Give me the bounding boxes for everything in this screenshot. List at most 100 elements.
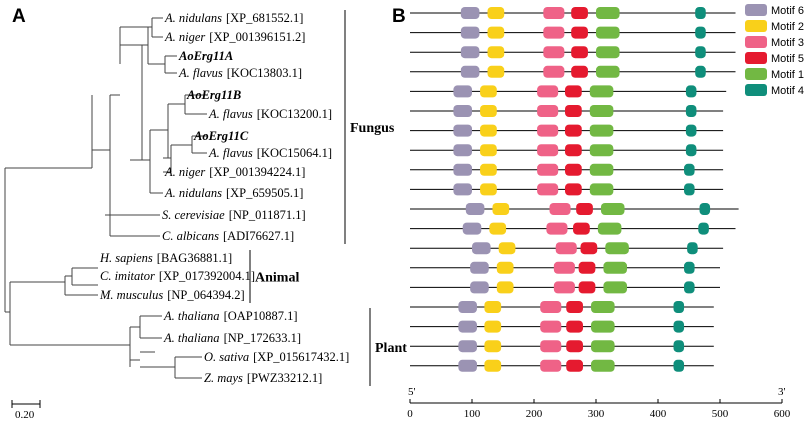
accession-id: [BAG36881.1] [157,251,232,265]
motif-1-box [596,26,620,39]
motif-2-box [498,242,516,255]
motif-4-box [673,359,685,372]
motif-5-box [580,242,598,255]
species-name: A. flavus [208,107,253,121]
tree-leaf-label: C. albicans [ADI76627.1] [162,229,294,243]
motif-1-box [589,105,614,117]
motif-legend: Motif 6 Motif 2 Motif 3 Motif 5 Motif 1 Motif… [745,4,804,97]
motif-4-box [695,26,706,39]
legend-label: Motif 1 [771,69,804,81]
motif-6-box [458,340,477,353]
species-name: A. thaliana [163,331,220,345]
species-name: A. thaliana [163,309,220,323]
tree-tip-labels: A. nidulans [XP_681552.1] A. niger [XP_0013… [99,11,349,385]
motif-2-box [484,359,502,372]
motif-3-box [555,242,577,255]
accession-id: [KOC13803.1] [227,66,302,80]
protein-row [410,163,724,176]
motif-5-box [566,340,583,353]
motif-5-box [565,124,582,137]
motif-6-box [472,242,491,255]
accession-id: [NP_172633.1] [224,331,301,345]
motif-1-box [597,222,622,235]
tree-leaf-label: Z. mays [PWZ33212.1] [204,371,322,385]
axis-tick-label: 200 [526,408,543,420]
motif-2-box [480,144,497,157]
gene-name: AoErg11A [178,49,233,63]
motif-3-box [537,105,559,117]
motif-2-box [480,105,497,117]
legend-item: Motif 4 [745,84,804,97]
motif-3-box [537,144,559,157]
clade-label: Animal [255,271,299,286]
motif-1-box [589,183,614,196]
accession-id: [ADI76627.1] [223,229,294,243]
species-name: O. sativa [204,350,249,364]
motif-4-box [695,65,706,78]
motif-6-box [453,105,472,117]
motif-3-box [553,281,575,294]
motif-5-box [578,261,596,274]
motif-3-box [540,301,562,313]
species-name: A. niger [164,30,205,44]
legend-label: Motif 4 [771,85,804,97]
motif-5-box [565,163,582,176]
accession-id: [KOC13200.1] [257,107,332,121]
tree-leaf-label: A. niger [XP_001396151.2] [164,30,305,44]
axis-tick-label: 500 [712,408,729,420]
motif-1-box [596,65,620,78]
legend-swatch [745,36,767,48]
motif-3-box [543,46,565,59]
motif-5-box [565,105,582,117]
motif-1-box [605,242,629,255]
motif-6-box [470,261,489,274]
species-name: A. flavus [178,66,223,80]
species-name: S. cerevisiae [162,208,225,222]
tree-leaf-label: H. sapiens [BAG36881.1] [99,251,232,265]
motif-5-box [571,46,588,59]
motif-3-box [540,320,562,333]
motif-6-box [460,65,480,78]
motif-4-box [695,7,706,19]
legend-label: Motif 2 [771,21,804,33]
motif-2-box [492,203,510,215]
motif-4-box [673,320,685,333]
motif-4-box [685,85,697,98]
motif-4-box [695,46,706,59]
motif-1-box [589,124,614,137]
gene-name: AoErg11B [186,88,241,102]
motif-6-box [453,183,472,196]
protein-row [410,203,739,215]
scale-bar-label: 0.20 [15,409,35,421]
legend-item: Motif 2 [745,20,804,33]
motif-6-box [465,203,485,215]
protein-row [410,242,724,255]
motif-5-box [565,183,582,196]
motif-3-box [537,163,559,176]
tree-leaf-label: A. niger [XP_001394224.1] [164,165,305,179]
accession-id: [XP_659505.1] [226,186,303,200]
motif-4-box [685,105,697,117]
motif-1-box [603,281,627,294]
species-name: A. nidulans [164,186,222,200]
motif-2-box [487,26,505,39]
motif-6-box [453,144,472,157]
motif-5-box [578,281,596,294]
tree-leaf-label: C. imitator [XP_017392004.1] [100,269,255,283]
protein-row [410,301,714,313]
phylogenetic-tree [4,17,207,379]
axis-tick-label: 100 [464,408,481,420]
legend-label: Motif 3 [771,37,804,49]
legend-item: Motif 1 [745,68,804,81]
axis-tick-label: 0 [407,408,413,420]
accession-id: [XP_015617432.1] [253,350,349,364]
motif-6-box [453,163,472,176]
motif-6-box [470,281,489,294]
legend-swatch [745,84,767,96]
accession-id: [NP_064394.2] [167,288,244,302]
accession-id: [XP_001394224.1] [209,165,305,179]
motif-6-box [458,320,477,333]
protein-row [410,124,724,137]
tree-leaf-label: M. musculus [NP_064394.2] [99,288,245,302]
protein-row [410,183,724,196]
